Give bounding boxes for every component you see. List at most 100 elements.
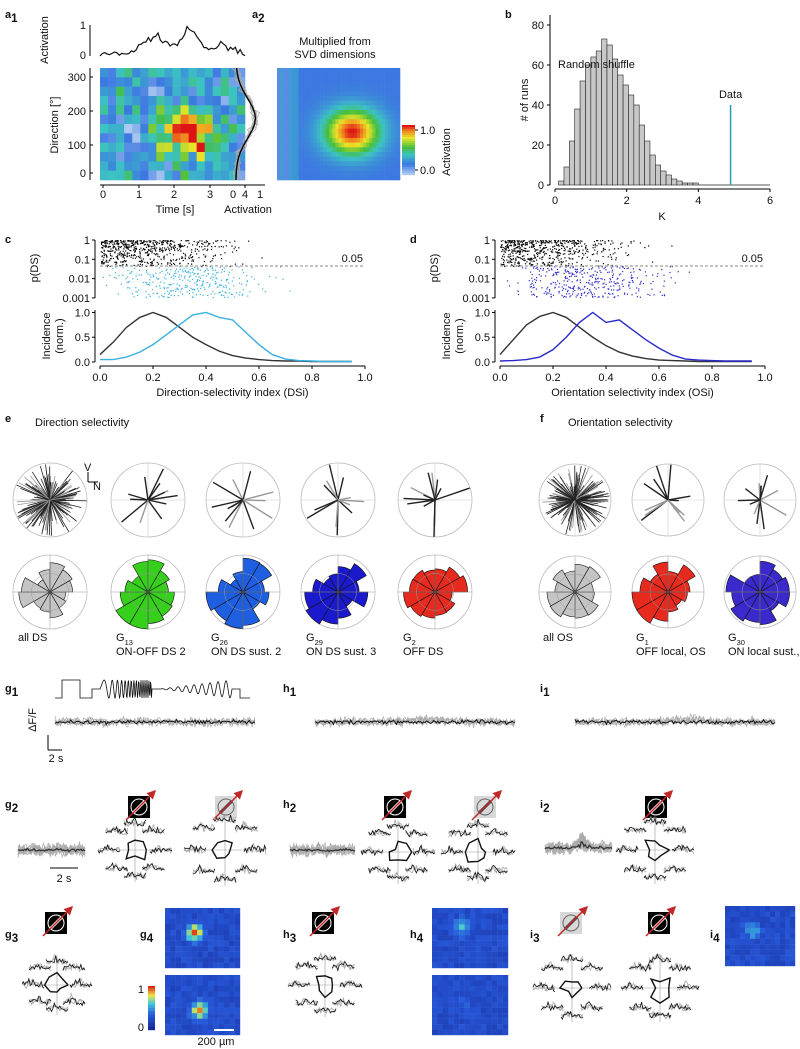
heatmap-cell: [363, 119, 366, 124]
bar: [682, 183, 687, 185]
pixel: [730, 950, 735, 956]
pixel: [740, 906, 745, 912]
pixel: [470, 924, 476, 930]
heatmap-cell: [323, 143, 326, 148]
pixel: [481, 946, 487, 952]
heatmap-cell: [132, 77, 140, 87]
pixel: [229, 919, 235, 925]
pixel: [465, 1008, 471, 1014]
heatmap-cell: [289, 91, 292, 96]
heatmap-cell: [280, 152, 283, 157]
heatmap-cell: [394, 143, 397, 148]
heatmap-cell: [148, 124, 156, 134]
scatter-dot: [543, 252, 544, 253]
p-tick-label: 0.1: [475, 254, 490, 266]
scatter-dot: [506, 259, 507, 260]
pixel: [448, 980, 454, 986]
scatter-dot: [578, 287, 579, 288]
heatmap-cell: [372, 124, 375, 129]
heatmap-cell: [385, 143, 388, 148]
scatter-dot: [533, 294, 534, 295]
heatmap-cell: [348, 138, 351, 143]
scatter-dot: [552, 246, 553, 247]
heatmap-cell: [335, 166, 338, 171]
heatmap-cell: [189, 133, 197, 143]
scatter-dot: [152, 242, 153, 243]
heatmap-cell: [116, 68, 124, 78]
scatter-dot: [111, 258, 112, 259]
pixel: [203, 930, 209, 936]
pixel: [745, 911, 750, 917]
pixel: [454, 946, 460, 952]
bar: [580, 81, 585, 185]
pixel: [486, 980, 492, 986]
heatmap-cell: [375, 87, 378, 92]
heatmap-cell: [342, 166, 345, 171]
p-tick-label: 0.001: [462, 293, 490, 305]
heatmap-cell: [308, 87, 311, 92]
heatmap-cell: [351, 73, 354, 78]
pixel: [213, 980, 219, 986]
heatmap-cell: [280, 77, 283, 82]
pixel: [790, 928, 795, 934]
scatter-dot: [549, 255, 550, 256]
pixel: [503, 1024, 509, 1030]
scatter-dot: [197, 249, 198, 250]
scatter-dot: [597, 272, 598, 273]
pixel: [770, 944, 775, 950]
scatter-dot: [173, 275, 174, 276]
scatter-dot: [123, 256, 124, 257]
scatter-dot: [514, 251, 515, 252]
pixel: [470, 941, 476, 947]
bar: [671, 179, 676, 185]
scatter-dot: [623, 279, 624, 280]
scatter-dot: [551, 251, 552, 252]
pixel: [780, 917, 785, 923]
pixel: [454, 975, 460, 981]
heatmap-cell: [124, 96, 132, 106]
heatmap-cell: [205, 68, 213, 78]
scatter-dot: [645, 271, 646, 272]
pixel: [770, 928, 775, 934]
scatter-dot: [633, 240, 634, 241]
scatter-dot: [175, 273, 176, 274]
scatter-dot: [580, 242, 581, 243]
heatmap-cell: [348, 105, 351, 110]
heatmap-cell: [397, 77, 400, 82]
heatmap-cell: [132, 115, 140, 125]
scatter-dot: [611, 257, 612, 258]
heatmap-cell: [317, 143, 320, 148]
heatmap-cell: [357, 171, 360, 176]
pixel: [208, 935, 214, 941]
scatter-dot: [148, 294, 149, 295]
scatter-dot: [111, 256, 112, 257]
scatter-dot: [547, 242, 548, 243]
pixel: [745, 933, 750, 939]
pixel: [437, 913, 443, 919]
scatter-dot: [178, 289, 179, 290]
scatter-dot: [213, 297, 214, 298]
scatter-dot: [562, 290, 563, 291]
heatmap-cell: [329, 175, 332, 180]
heatmap-cell: [397, 91, 400, 96]
caption-name: G30: [728, 632, 745, 647]
scatter-dot: [224, 252, 225, 253]
heatmap-cell: [314, 101, 317, 106]
scatter-dot: [607, 272, 608, 273]
heatmap-cell: [369, 143, 372, 148]
heatmap-cell: [375, 175, 378, 180]
heatmap-cell: [302, 73, 305, 78]
pixel: [785, 939, 790, 945]
pixel: [181, 1024, 187, 1030]
pixel: [740, 950, 745, 956]
heatmap-cell: [382, 105, 385, 110]
heatmap-cell: [360, 171, 363, 176]
scatter-dot: [171, 295, 172, 296]
scatter-dot: [132, 278, 133, 279]
scatter-dot: [623, 286, 624, 287]
heatmap-cell: [357, 152, 360, 157]
heatmap-cell: [351, 110, 354, 115]
scatter-dot: [191, 257, 192, 258]
heatmap-cell: [302, 161, 305, 166]
heatmap-cell: [277, 96, 280, 101]
